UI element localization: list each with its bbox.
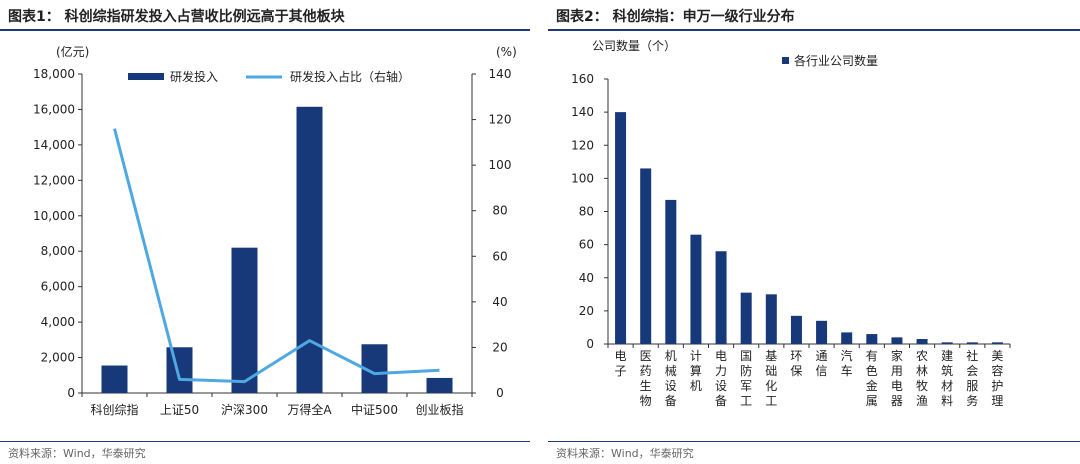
y-tick-label: 120	[571, 138, 594, 152]
x-tick-label: 上证50	[160, 403, 199, 417]
x-tick-label: 农林牧渔	[916, 349, 928, 408]
bar-rd-spend	[296, 106, 323, 394]
chart-panel-rd: 图表1： 科创综指研发投入占营收比例远高于其他板块 0 2,000 4,000 6,0…	[0, 0, 530, 464]
y-tick-label-right: 120	[489, 113, 512, 127]
y-tick-label-left: 16,000	[33, 102, 75, 116]
y-axis-unit: 公司数量（个）	[592, 38, 676, 53]
bar-rd-spend	[166, 347, 193, 393]
y-tick-label-right: 0	[496, 386, 504, 400]
y-tick-label-right: 100	[489, 158, 512, 172]
bar-industry-count	[941, 342, 953, 344]
bar-industry-count	[866, 334, 878, 344]
bar-rd-spend	[426, 377, 453, 393]
y-tick-label: 140	[571, 105, 594, 119]
x-tick-label: 环保	[790, 349, 802, 378]
bar-industry-count	[765, 294, 777, 344]
x-tick-label: 汽车	[841, 348, 853, 378]
x-tick-label: 建筑材料	[941, 349, 953, 408]
x-tick-label: 通信	[816, 349, 828, 378]
x-tick-label: 万得全A	[287, 402, 332, 417]
x-tick-label: 计算机	[690, 349, 702, 393]
y-axis-unit-left: (亿元)	[56, 44, 89, 59]
y-tick-label-left: 14,000	[33, 138, 75, 152]
chart-title: 图表1： 科创综指研发投入占营收比例远高于其他板块	[8, 9, 345, 25]
y-tick-label-right: 140	[489, 67, 512, 81]
x-tick-label: 国防军工	[740, 349, 752, 408]
x-tick-label: 科创综指	[90, 402, 138, 417]
y-tick-label: 0	[586, 337, 594, 351]
y-tick-label-left: 8,000	[41, 244, 75, 258]
x-tick-label: 中证500	[351, 402, 398, 417]
x-tick-label: 创业板指	[415, 402, 463, 417]
y-tick-label: 100	[571, 171, 594, 185]
bar-industry-count	[665, 199, 677, 344]
legend-label: 研发投入	[170, 69, 218, 84]
y-tick-label: 40	[579, 271, 594, 285]
legend-label: 研发投入占比（右轴）	[290, 69, 410, 84]
y-tick-label-left: 12,000	[33, 173, 75, 187]
x-tick-label: 医药生物	[640, 349, 652, 408]
chart-panel-industry: 图表2： 科创综指：申万一级行业分布 0 20 40 60 80 100 120 140 160…	[548, 0, 1080, 464]
y-axis-unit-right: (%)	[496, 45, 517, 59]
legend-swatch-bar	[128, 73, 164, 80]
source-note: 资料来源：Wind，华泰研究	[8, 447, 146, 460]
source-note: 资料来源：Wind，华泰研究	[556, 447, 694, 460]
title-divider	[548, 29, 1080, 31]
y-tick-label: 60	[579, 238, 594, 252]
legend-swatch-bar	[782, 57, 789, 64]
y-tick-label-right: 40	[492, 295, 507, 309]
y-tick-label-right: 20	[492, 340, 507, 354]
y-tick-label: 80	[579, 205, 594, 219]
bar-industry-count	[966, 342, 978, 344]
x-tick-label: 家用电器	[891, 348, 903, 408]
bar-industry-count	[991, 342, 1003, 344]
bar-industry-count	[790, 315, 802, 344]
x-tick-label: 沪深300	[221, 403, 268, 417]
x-tick-label: 电子	[615, 349, 627, 378]
bar-rd-spend	[231, 247, 258, 393]
line-rd-ratio	[113, 128, 440, 384]
chart-title: 图表2： 科创综指：申万一级行业分布	[556, 9, 795, 25]
bar-industry-count	[916, 339, 928, 344]
footer-divider	[548, 441, 1080, 442]
y-tick-label-left: 18,000	[33, 67, 75, 81]
x-tick-label: 基础化工	[765, 349, 777, 408]
bar-industry-count	[891, 337, 903, 344]
title-divider	[0, 29, 530, 31]
footer-divider	[0, 441, 530, 442]
y-tick-label-left: 4,000	[41, 315, 75, 329]
bar-industry-count	[640, 168, 652, 344]
y-tick-label-left: 2,000	[41, 351, 75, 365]
y-tick-label-right: 80	[492, 204, 507, 218]
x-tick-label: 社会服务	[966, 348, 978, 408]
y-tick-label-left: 0	[67, 386, 75, 400]
y-tick-label-left: 10,000	[33, 209, 75, 223]
x-tick-label: 电力设备	[715, 349, 727, 408]
y-tick-label-left: 6,000	[41, 280, 75, 294]
legend-label: 各行业公司数量	[794, 53, 878, 68]
bar-industry-count	[690, 234, 702, 344]
bar-industry-count	[816, 320, 828, 344]
bar-rd-spend	[101, 365, 128, 393]
bar-industry-count	[615, 112, 627, 344]
bar-industry-count	[841, 332, 853, 344]
industry-chart: 0 20 40 60 80 100 120 140 160 公司数量（个） 电子 医药生物 机械设备 计算…	[571, 38, 1011, 408]
x-tick-label: 有色金属	[866, 349, 878, 408]
bar-industry-count	[715, 251, 727, 344]
y-tick-label: 20	[579, 304, 594, 318]
bar-industry-count	[740, 292, 752, 344]
rd-chart: 0 2,000 4,000 6,000 8,000 10,000 12,000 14,000 1…	[33, 44, 517, 417]
x-tick-label: 机械设备	[665, 349, 677, 408]
x-tick-label: 美容护理	[991, 349, 1003, 408]
y-tick-label: 160	[571, 72, 594, 86]
y-tick-label-right: 60	[492, 249, 507, 263]
